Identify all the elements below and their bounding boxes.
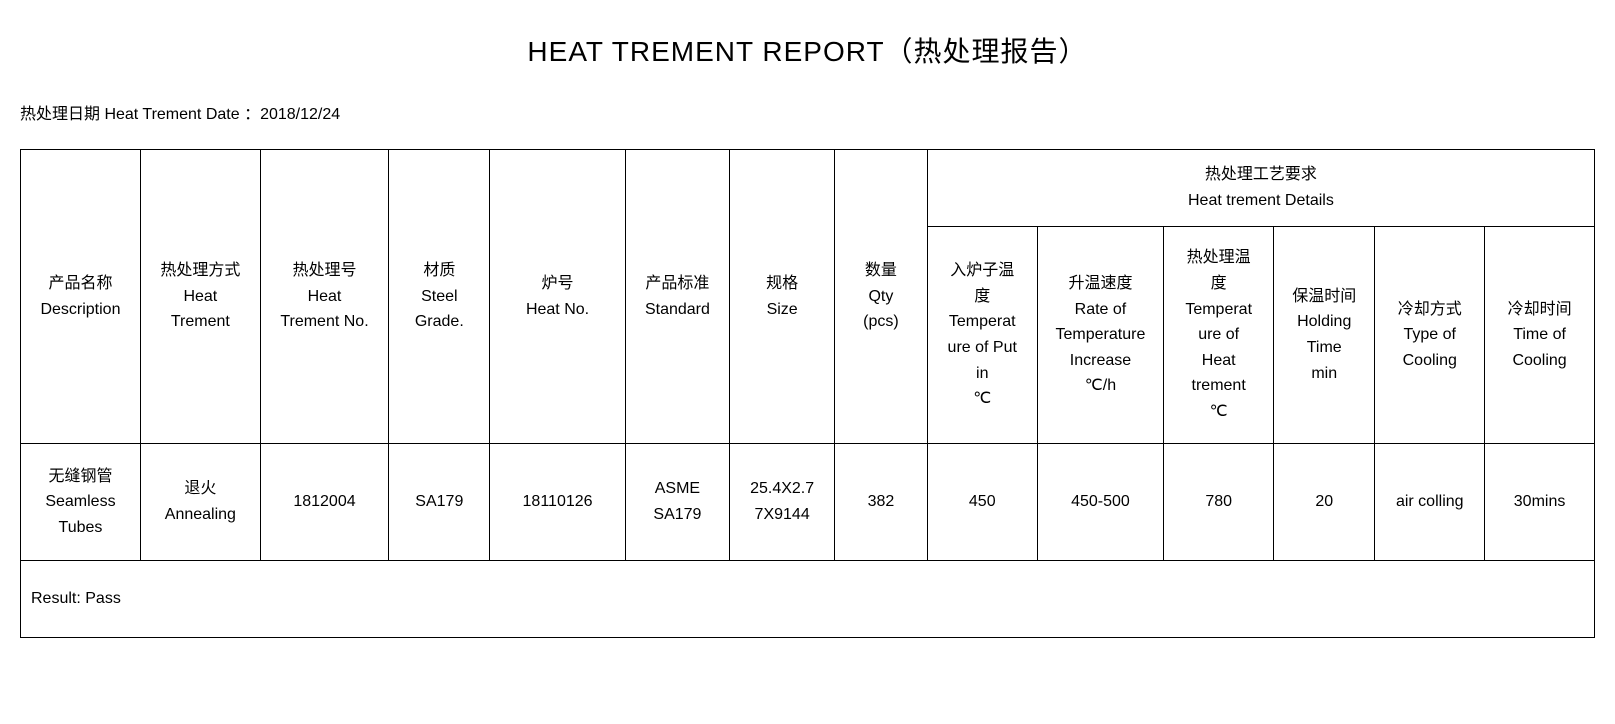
td-standard: ASME SA179: [625, 444, 730, 561]
th-temp-heat: 热处理温 度 Temperat ure of Heat trement ℃: [1164, 227, 1274, 444]
th-description: 产品名称 Description: [21, 150, 141, 444]
th-standard: 产品标准 Standard: [625, 150, 730, 444]
td-heat-no: 18110126: [490, 444, 625, 561]
td-rate-increase: 450-500: [1037, 444, 1164, 561]
td-temp-heat: 780: [1164, 444, 1274, 561]
th-heat-trement: 热处理方式 Heat Trement: [140, 150, 260, 444]
date-value: 2018/12/24: [260, 106, 340, 123]
td-heat-trement-no: 1812004: [260, 444, 388, 561]
th-time-cooling: 冷却时间 Time of Cooling: [1485, 227, 1595, 444]
th-heat-trement-no: 热处理号 Heat Trement No.: [260, 150, 388, 444]
td-temp-put-in: 450: [927, 444, 1037, 561]
th-qty: 数量 Qty (pcs): [834, 150, 927, 444]
td-holding-time: 20: [1274, 444, 1375, 561]
td-time-cooling: 30mins: [1485, 444, 1595, 561]
th-rate-increase: 升温速度 Rate of Temperature Increase ℃/h: [1037, 227, 1164, 444]
result-row: Result: Pass: [21, 561, 1595, 638]
td-description: 无缝钢管 Seamless Tubes: [21, 444, 141, 561]
date-label: 热处理日期 Heat Trement Date ：: [20, 106, 260, 123]
th-details-group: 热处理工艺要求 Heat trement Details: [927, 150, 1594, 227]
th-steel-grade: 材质 Steel Grade.: [389, 150, 490, 444]
td-heat-trement: 退火 Annealing: [140, 444, 260, 561]
td-steel-grade: SA179: [389, 444, 490, 561]
th-temp-put-in: 入炉子温 度 Temperat ure of Put in ℃: [927, 227, 1037, 444]
th-heat-no: 炉号 Heat No.: [490, 150, 625, 444]
heat-treatment-table: 产品名称 Description 热处理方式 Heat Trement 热处理号…: [20, 149, 1595, 638]
td-type-cooling: air colling: [1375, 444, 1485, 561]
table-row: 无缝钢管 Seamless Tubes 退火 Annealing 1812004…: [21, 444, 1595, 561]
td-size: 25.4X2.7 7X9144: [730, 444, 835, 561]
date-line: 热处理日期 Heat Trement Date ：2018/12/24: [20, 100, 1595, 124]
th-holding-time: 保温时间 Holding Time min: [1274, 227, 1375, 444]
th-type-cooling: 冷却方式 Type of Cooling: [1375, 227, 1485, 444]
td-qty: 382: [834, 444, 927, 561]
result-cell: Result: Pass: [21, 561, 1595, 638]
report-title: HEAT TREMENT REPORT（热处理报告）: [20, 30, 1595, 70]
th-size: 规格 Size: [730, 150, 835, 444]
